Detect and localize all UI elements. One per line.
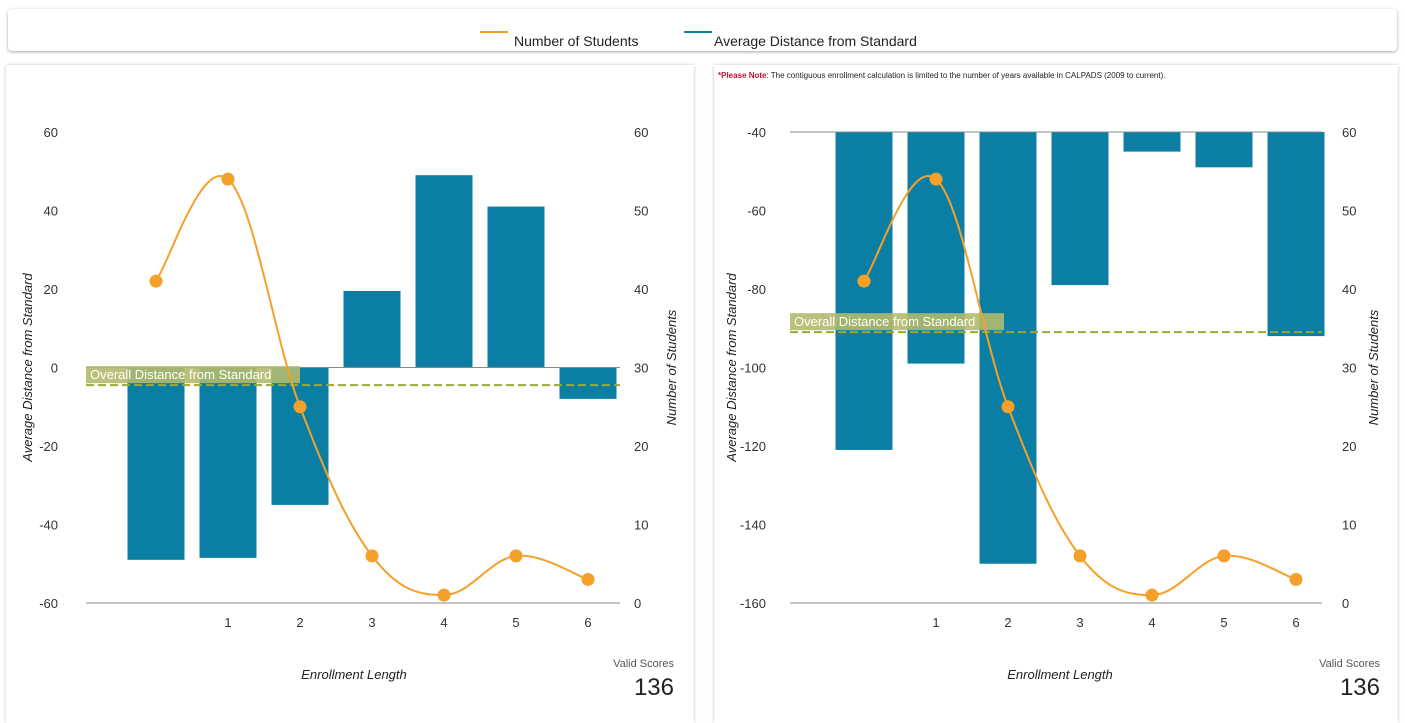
x-tick-label: 1: [932, 615, 939, 630]
x-tick-label: 6: [1292, 615, 1299, 630]
left-chart: 60 40 20 0 -20 -40 -60 60 50 40 30 20 10 0 1 2 3 4 5 6 Overa…: [20, 125, 679, 682]
number-of-students-point: [1217, 549, 1231, 563]
y-tick-label: -100: [740, 361, 766, 376]
number-of-students-point: [437, 588, 451, 602]
number-of-students-point: [221, 172, 235, 186]
y2-tick-label: 0: [1342, 596, 1349, 611]
number-of-students-point: [1001, 400, 1015, 414]
y-tick-label: -160: [740, 596, 766, 611]
bar: [559, 367, 617, 399]
number-of-students-point: [1145, 588, 1159, 602]
y-tick-label: -40: [39, 518, 58, 533]
y-tick-label: -20: [39, 439, 58, 454]
overall-distance-reference-label: Overall Distance from Standard: [90, 367, 271, 382]
x-tick-label: 4: [440, 615, 447, 630]
y2-axis-title: Number of Students: [664, 309, 679, 425]
bar: [979, 132, 1037, 564]
y2-tick-label: 30: [634, 361, 648, 376]
bar: [1051, 132, 1109, 286]
y2-tick-label: 20: [1342, 439, 1356, 454]
number-of-students-point: [365, 549, 379, 563]
bar: [271, 367, 329, 505]
y2-tick-label: 10: [634, 518, 648, 533]
legend-bar: Number of Students Average Distance from…: [8, 9, 1397, 51]
y-tick-label: -60: [747, 204, 766, 219]
left-chart-panel: 60 40 20 0 -20 -40 -60 60 50 40 30 20 10 0 1 2 3 4 5 6 Overa…: [6, 65, 694, 723]
y2-tick-label: 30: [1342, 361, 1356, 376]
right-chart: -40 -60 -80 -100 -120 -140 -160 60 50 40 30 20 10 0 1 2…: [724, 125, 1381, 682]
bar: [487, 206, 545, 368]
y-axis-title: Average Distance from Standard: [724, 273, 739, 463]
average-distance-legend-label[interactable]: Average Distance from Standard: [714, 33, 917, 49]
y-tick-label: 60: [44, 125, 58, 140]
y2-tick-label: 20: [634, 439, 648, 454]
please-note: *Please Note: The contiguous enrollment …: [718, 71, 1166, 80]
number-of-students-point: [1073, 549, 1087, 563]
number-of-students-point: [857, 274, 871, 288]
number-of-students-point: [149, 274, 163, 288]
bar: [199, 367, 257, 558]
y-tick-label: -140: [740, 518, 766, 533]
x-tick-label: 2: [1004, 615, 1011, 630]
x-axis-title: Enrollment Length: [301, 667, 407, 682]
reference-label-background: [790, 313, 1004, 331]
bar: [343, 290, 401, 368]
bar: [1123, 132, 1181, 152]
y2-tick-label: 0: [634, 596, 641, 611]
y2-tick-label: 60: [634, 125, 648, 140]
number-of-students-point: [929, 172, 943, 186]
number-of-students-point: [581, 572, 595, 586]
y2-axis-title: Number of Students: [1366, 309, 1381, 425]
please-note-prefix: *Please Note: [718, 71, 767, 80]
x-tick-label: 4: [1148, 615, 1155, 630]
x-tick-label: 3: [368, 615, 375, 630]
overall-distance-reference-label: Overall Distance from Standard: [794, 314, 975, 329]
bar: [835, 132, 893, 450]
y-tick-label: 0: [51, 361, 58, 376]
y-axis-title: Average Distance from Standard: [20, 273, 35, 463]
valid-scores-label: Valid Scores: [613, 658, 674, 670]
valid-scores-value: 136: [633, 674, 674, 701]
x-tick-label: 5: [1220, 615, 1227, 630]
number-of-students-point: [509, 549, 523, 563]
number-of-students-legend-swatch: [480, 31, 508, 33]
x-tick-label: 2: [296, 615, 303, 630]
number-of-students-legend-label[interactable]: Number of Students: [514, 33, 639, 49]
average-distance-legend-swatch: [684, 31, 712, 33]
y-tick-label: 20: [44, 282, 58, 297]
y2-tick-label: 50: [1342, 204, 1356, 219]
y2-tick-label: 50: [634, 204, 648, 219]
reference-label-background: [86, 366, 300, 384]
x-tick-label: 1: [224, 615, 231, 630]
y2-tick-label: 60: [1342, 125, 1356, 140]
bar: [127, 367, 185, 560]
please-note-text: : The contiguous enrollment calculation …: [766, 71, 1166, 80]
y-tick-label: 40: [44, 204, 58, 219]
x-tick-label: 6: [584, 615, 591, 630]
y-tick-label: -80: [747, 282, 766, 297]
bar: [1195, 132, 1253, 168]
y2-tick-label: 10: [1342, 518, 1356, 533]
y-tick-label: -120: [740, 439, 766, 454]
valid-scores-label: Valid Scores: [1319, 658, 1380, 670]
valid-scores-value: 136: [1339, 674, 1380, 701]
x-tick-label: 3: [1076, 615, 1083, 630]
x-tick-label: 5: [512, 615, 519, 630]
x-axis-title: Enrollment Length: [1007, 667, 1113, 682]
y2-tick-label: 40: [634, 282, 648, 297]
number-of-students-point: [293, 400, 307, 414]
y2-tick-label: 40: [1342, 282, 1356, 297]
y-tick-label: -40: [747, 125, 766, 140]
bar: [415, 175, 473, 368]
bar: [1267, 132, 1325, 337]
number-of-students-point: [1289, 572, 1303, 586]
right-chart-panel: *Please Note: The contiguous enrollment …: [714, 65, 1398, 723]
y-tick-label: -60: [39, 596, 58, 611]
